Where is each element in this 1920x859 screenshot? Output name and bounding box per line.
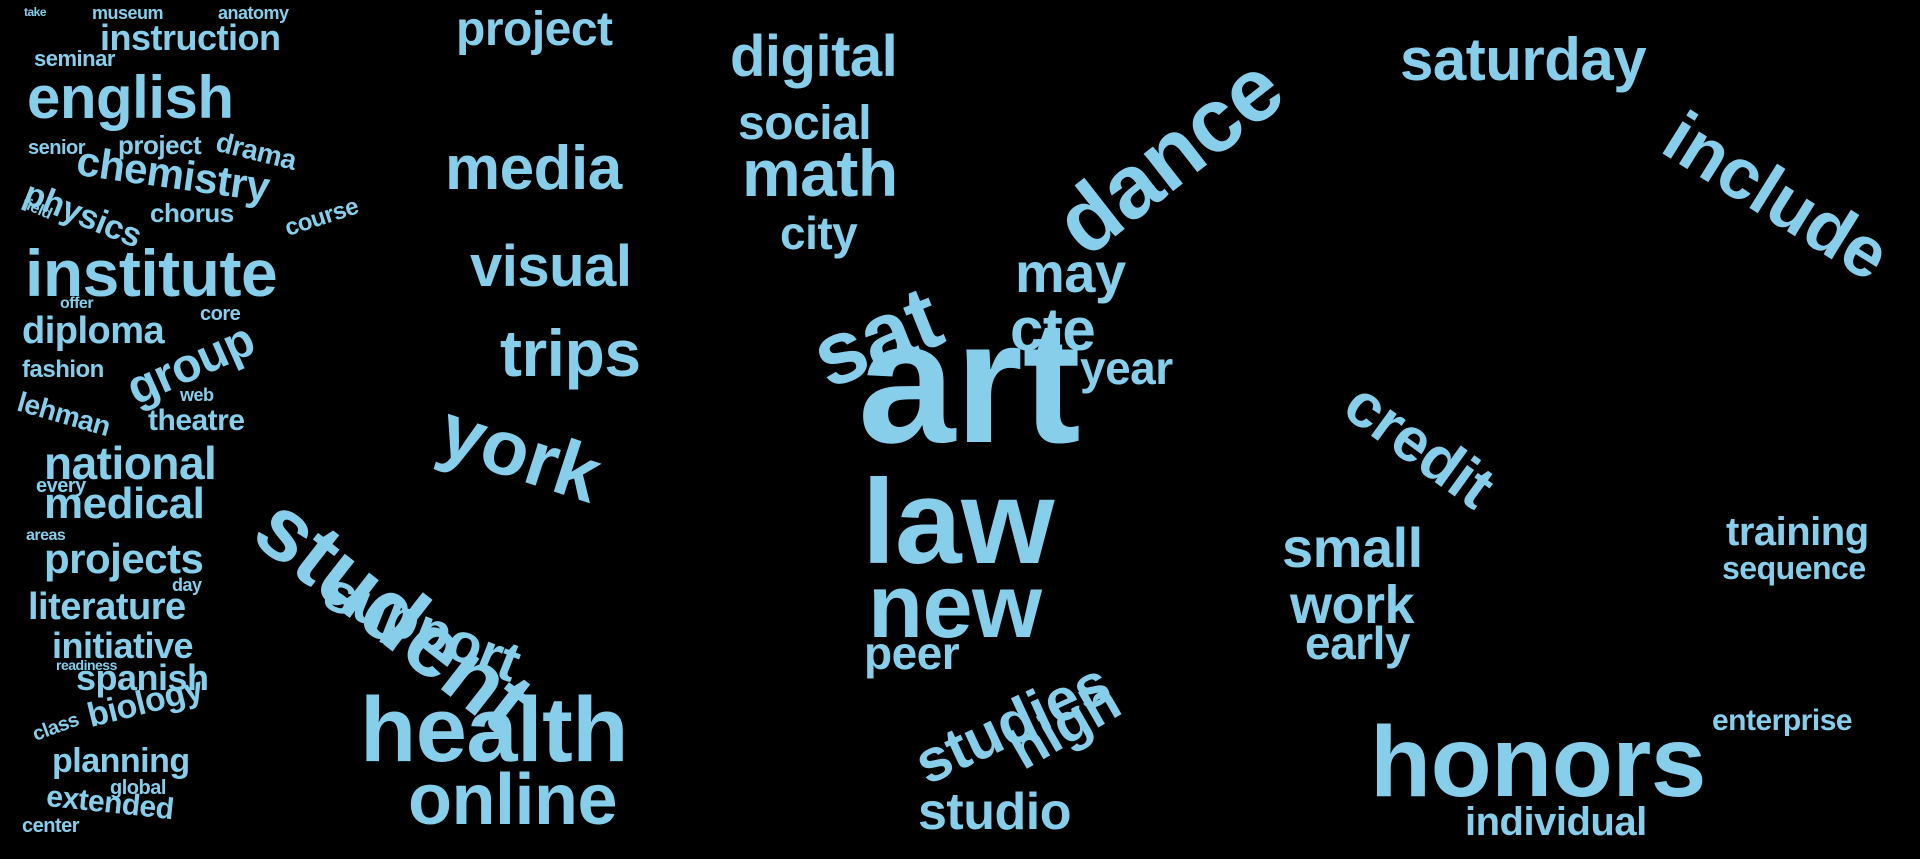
- word-spanish: spanish: [76, 657, 209, 698]
- word-achieve: day: [172, 575, 202, 595]
- word-project-n-column: project: [456, 3, 613, 56]
- word-brooklyn: every: [36, 475, 86, 497]
- word-finance: senior: [28, 137, 86, 159]
- word-online: online: [408, 760, 618, 840]
- word-mentor: course: [281, 192, 362, 242]
- word-art: art: [858, 285, 1081, 480]
- word-diploma: diploma: [22, 310, 165, 352]
- word-trips: trips: [500, 316, 641, 390]
- word-new: new: [868, 557, 1042, 657]
- word-physiology: museum: [92, 3, 164, 23]
- word-math: math: [742, 136, 898, 210]
- word-sequence: sequence: [1722, 550, 1866, 586]
- word-summit: project: [118, 130, 202, 160]
- word-health: health: [360, 679, 628, 781]
- word-specialized: take: [24, 5, 47, 19]
- word-teaching: chorus: [150, 198, 234, 228]
- word-individual: individual: [1465, 800, 1647, 844]
- word-freshman: center: [22, 815, 80, 837]
- word-small: small: [1282, 516, 1423, 579]
- word-debate: class: [29, 708, 82, 746]
- word-criminal: web: [180, 385, 214, 405]
- word-additional: areas: [26, 527, 66, 544]
- word-year: year: [1080, 342, 1173, 394]
- word-training: training: [1726, 510, 1869, 554]
- word-fashion: fashion: [22, 356, 104, 383]
- word-peer: peer: [864, 627, 960, 679]
- word-media: media: [445, 134, 622, 203]
- word-national: national: [44, 437, 217, 489]
- word-foreign: core: [200, 303, 241, 325]
- word-lehman: lehman: [14, 386, 114, 443]
- word-theatre: theatre: [148, 404, 245, 437]
- word-may: may: [1015, 241, 1126, 304]
- word-saturday: saturday: [1400, 26, 1647, 93]
- word-english: english: [27, 64, 234, 131]
- word-digital: digital: [730, 24, 898, 89]
- word-medical: medical: [44, 479, 205, 528]
- word-dance: dance: [1036, 37, 1302, 275]
- word-studio: studio: [918, 783, 1071, 841]
- word-fouryear: seminar: [34, 46, 115, 71]
- word-include: include: [1649, 96, 1903, 297]
- word-york: york: [429, 385, 612, 520]
- word-city: city: [780, 207, 858, 259]
- word-social: social: [738, 97, 872, 150]
- word-literature: literature: [28, 586, 186, 628]
- word-computers: readiness: [56, 657, 117, 673]
- word-early: early: [1305, 617, 1410, 669]
- word-enterprise: enterprise: [1712, 704, 1853, 737]
- word-building: anatomy: [218, 3, 289, 23]
- word-honors: honors: [1370, 706, 1706, 818]
- word-cte: cte: [1010, 296, 1096, 363]
- word-visual: visual: [470, 234, 632, 299]
- word-institute: institute: [25, 236, 278, 310]
- word-instruction: instruction: [100, 17, 281, 58]
- word-orchestra: global: [110, 777, 166, 799]
- word-planning: planning: [52, 742, 190, 780]
- word-credit: credit: [1331, 368, 1507, 523]
- word-work: work: [1290, 575, 1415, 635]
- word-initiative: initiative: [52, 625, 194, 666]
- word-projects: projects: [44, 535, 204, 582]
- word-classroom: offer: [60, 295, 94, 312]
- word-law: law: [862, 455, 1054, 589]
